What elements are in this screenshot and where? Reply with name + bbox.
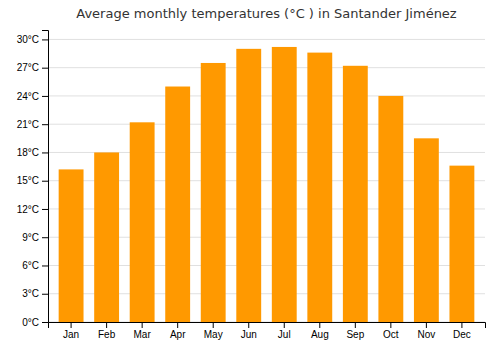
tick-label: Feb [98, 329, 116, 340]
tick-mark [461, 322, 462, 328]
tick: 15°C [17, 175, 48, 186]
grid [48, 39, 485, 322]
tick-label: 6°C [22, 260, 39, 271]
tick-mark [213, 322, 214, 328]
tick-label: 18°C [17, 147, 39, 158]
tick-mark [42, 294, 48, 295]
tick-label: Dec [453, 329, 471, 340]
bar [94, 152, 119, 322]
tick-label: 9°C [22, 232, 39, 243]
tick-label: Jan [63, 329, 79, 340]
bar [201, 63, 226, 322]
tick-mark [42, 39, 48, 40]
x-axis: Jan Feb Mar Apr May Jun Jul Aug Sep Oct Nov Dec [49, 322, 486, 340]
tick-mark [426, 322, 427, 328]
chart: 0°C 3°C 6°C 9°C 12°C 15°C 18°C 21°C 24°C 27°C 30°C… [0, 0, 500, 350]
tick-mark [390, 322, 391, 328]
bar [59, 169, 84, 322]
tick: 9°C [22, 232, 48, 243]
tick: Jan [63, 322, 79, 340]
tick: Sep [346, 322, 364, 340]
tick-mark [42, 322, 48, 323]
tick: 12°C [17, 204, 48, 215]
tick: Apr [170, 322, 186, 340]
title: Average monthly temperatures (°C ) in Sa… [76, 6, 457, 21]
tick: 18°C [17, 147, 48, 158]
bar [130, 122, 155, 322]
y-axis: 0°C 3°C 6°C 9°C 12°C 15°C 18°C 21°C 24°C 27°C 30°C [17, 31, 49, 328]
tick-mark [106, 322, 107, 328]
tick-mark [42, 124, 48, 125]
tick-label: Sep [346, 329, 364, 340]
tick: Jun [241, 322, 257, 340]
axis-line [49, 323, 486, 329]
tick-mark [42, 181, 48, 182]
bar [343, 66, 368, 322]
tick: Jul [278, 322, 291, 340]
tick: Mar [134, 322, 152, 340]
tick: 0°C [22, 317, 48, 328]
tick-mark [355, 322, 356, 328]
bar [236, 49, 261, 322]
tick-mark [42, 237, 48, 238]
tick-label: Nov [417, 329, 435, 340]
tick: 30°C [17, 34, 48, 45]
tick-mark [42, 68, 48, 69]
tick-mark [71, 322, 72, 328]
tick-mark [42, 96, 48, 97]
bar [272, 47, 297, 322]
tick-mark [42, 152, 48, 153]
tick-label: Jun [241, 329, 257, 340]
grid-line [48, 39, 485, 40]
bar [165, 87, 190, 322]
tick: Feb [98, 322, 116, 340]
tick-mark [248, 322, 249, 328]
tick-label: Apr [170, 329, 186, 340]
tick-label: May [204, 329, 223, 340]
axis-line [42, 31, 49, 323]
tick: Nov [417, 322, 435, 340]
tick: Oct [383, 322, 399, 340]
tick-mark [284, 322, 285, 328]
tick-mark [142, 322, 143, 328]
tick-mark [42, 265, 48, 266]
tick-label: 30°C [17, 34, 39, 45]
tick: 3°C [22, 288, 48, 299]
tick-mark [42, 209, 48, 210]
tick-mark [319, 322, 320, 328]
tick-label: Mar [134, 329, 152, 340]
tick-label: 3°C [22, 288, 39, 299]
tick-label: 24°C [17, 91, 39, 102]
tick: 27°C [17, 62, 48, 73]
tick-label: Aug [311, 329, 329, 340]
tick-label: 15°C [17, 175, 39, 186]
plot: 0°C 3°C 6°C 9°C 12°C 15°C 18°C 21°C 24°C 27°C 30°C… [17, 31, 486, 341]
grid-line [48, 95, 485, 96]
bar [378, 96, 403, 322]
tick: May [204, 322, 223, 340]
tick: Aug [311, 322, 329, 340]
tick-label: Jul [278, 329, 291, 340]
tick-label: Oct [383, 329, 399, 340]
bar [449, 166, 474, 322]
tick-label: 12°C [17, 204, 39, 215]
tick-label: 27°C [17, 62, 39, 73]
tick: 24°C [17, 91, 48, 102]
grid-line [48, 124, 485, 125]
bars [59, 47, 475, 322]
grid-line [48, 67, 485, 68]
bar [307, 53, 332, 322]
tick-label: 0°C [22, 317, 39, 328]
tick-mark [177, 322, 178, 328]
tick: 6°C [22, 260, 48, 271]
tick: 21°C [17, 119, 48, 130]
bar [414, 138, 439, 322]
tick-label: 21°C [17, 119, 39, 130]
tick: Dec [453, 322, 471, 340]
